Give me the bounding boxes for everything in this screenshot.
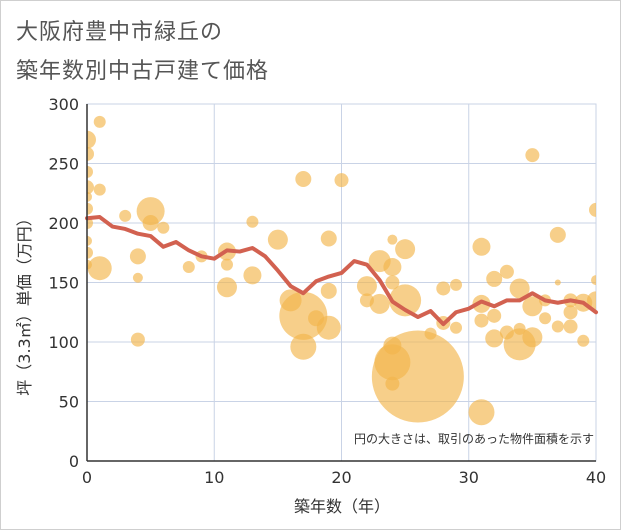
bubble-point [130, 332, 145, 347]
bubble-point [589, 202, 596, 217]
x-tick-label: 40 [586, 468, 606, 487]
bubble-point [486, 270, 503, 287]
bubble-point [267, 229, 288, 250]
bubble-point [522, 327, 543, 348]
bubble-series [87, 115, 596, 426]
bubble-point [485, 329, 504, 348]
y-tick-label: 250 [48, 155, 79, 174]
bubble-point [468, 399, 495, 426]
average-line-series [85, 215, 598, 327]
y-tick-label: 300 [48, 95, 79, 114]
bubble-point [577, 334, 590, 347]
bubble-point [436, 281, 451, 296]
bubble-point [551, 320, 564, 333]
bubble-point [290, 333, 317, 360]
bubble-point [356, 276, 377, 297]
y-tick-label: 50 [59, 393, 79, 412]
y-tick-label: 100 [48, 333, 79, 352]
x-tick-label: 30 [459, 468, 479, 487]
bubble-point [389, 284, 422, 317]
bubble-size-note: 円の大きさは、取引のあった物件面積を示す [354, 431, 594, 446]
bubble-point [395, 239, 416, 260]
bubble-point [87, 146, 94, 161]
x-tick-label: 10 [204, 468, 224, 487]
bubble-point [87, 235, 92, 246]
bubble-point [472, 237, 491, 256]
bubble-point [424, 327, 437, 340]
bubble-point [87, 191, 92, 202]
bubble-point [132, 272, 143, 283]
bubble-point [383, 258, 402, 277]
bubble-point [119, 209, 132, 222]
bubble-point [243, 266, 262, 285]
bubble-point [216, 277, 237, 298]
y-tick-label: 0 [69, 452, 79, 471]
bubble-point [549, 226, 566, 243]
chart-title-line-2: 築年数別中古戸建て価格 [16, 59, 270, 84]
bubble-point [525, 148, 540, 163]
bubble-point [487, 308, 502, 323]
y-tick-label: 150 [48, 274, 79, 293]
bubble-point [371, 330, 464, 423]
bubble-point [87, 165, 93, 178]
bubble-point [509, 278, 530, 299]
bubble-point [563, 305, 578, 320]
bubble-point [246, 215, 259, 228]
average-price-line [85, 215, 598, 327]
bubble-point [320, 282, 337, 299]
bubble-point [450, 321, 463, 334]
bubble-point [87, 180, 94, 195]
bubble-point [474, 313, 489, 328]
x-tick-label: 20 [331, 468, 351, 487]
bubble-point [334, 173, 349, 188]
bubble-point [295, 170, 312, 187]
bubble-point [554, 279, 561, 286]
bubble-point [387, 234, 398, 245]
bubble-point [563, 319, 578, 334]
bubble-point [522, 296, 543, 317]
bubble-point [539, 312, 552, 325]
bubble-point [129, 248, 146, 265]
bubble-point [220, 258, 233, 271]
axes: 0 10 20 30 40 0 50 100 150 200 250 300 [48, 95, 606, 487]
x-tick-label: 0 [82, 468, 92, 487]
bubble-point [142, 215, 159, 231]
bubble-point [182, 261, 195, 274]
bubble-point [450, 278, 463, 291]
bubble-point [369, 293, 390, 314]
bubble-point [93, 183, 106, 196]
bubble-point [591, 275, 596, 286]
bubble-point [93, 115, 106, 128]
bubble-point [87, 130, 96, 149]
bubble-point [87, 256, 112, 281]
bubble-point [472, 294, 491, 313]
y-tick-label: 200 [48, 214, 79, 233]
bubble-point [499, 264, 514, 279]
x-axis-label: 築年数（年） [294, 497, 390, 516]
y-axis-label: 坪（3.3㎡）単価（万円） [15, 210, 34, 395]
bubble-point [136, 197, 165, 226]
bubble-point [87, 246, 93, 259]
bubble-point [316, 315, 341, 340]
bubble-point [87, 202, 93, 215]
bubble-point [279, 291, 328, 340]
bubble-point [320, 230, 337, 247]
chart-title-line-1: 大阪府豊中市緑丘の [16, 20, 224, 45]
bubble-point [385, 275, 400, 290]
bubble-point [157, 221, 170, 234]
